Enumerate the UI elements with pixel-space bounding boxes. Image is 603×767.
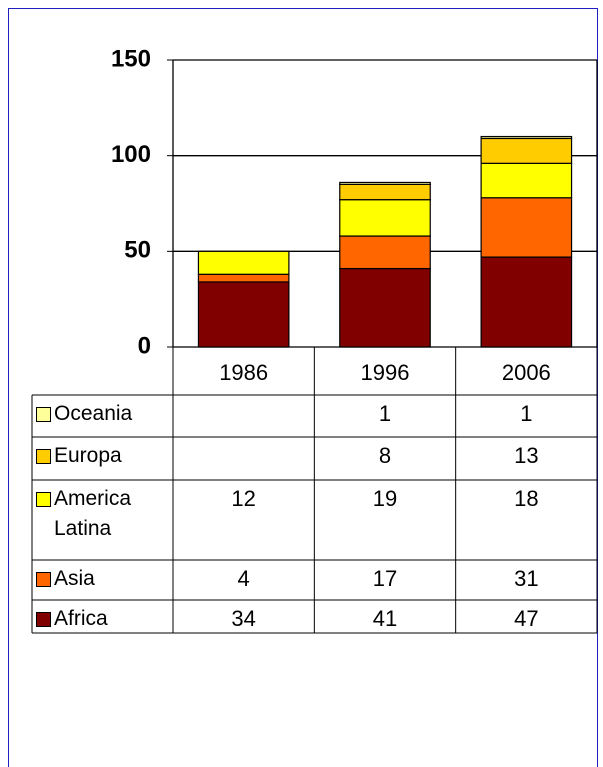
- bar-segment: [480, 135, 573, 140]
- legend-key: [36, 612, 51, 627]
- bar-segment: [197, 273, 290, 283]
- bar-segment: [339, 235, 431, 270]
- table-value: 4: [238, 566, 250, 591]
- table-value: 13: [514, 443, 538, 468]
- table-value: 18: [514, 486, 538, 511]
- bar-segment: [339, 199, 431, 237]
- table-value: 34: [231, 606, 255, 631]
- bar-segment: [480, 162, 573, 199]
- legend-entry: Oceania: [36, 399, 170, 429]
- table-value: 1: [379, 401, 391, 426]
- legend-entry: Africa: [36, 604, 170, 634]
- legend-label: Asia: [54, 567, 95, 590]
- bar-segment: [197, 281, 290, 348]
- table-value: 31: [514, 566, 538, 591]
- bar-segment: [197, 250, 290, 275]
- legend-label: America Latina: [54, 487, 132, 540]
- bar-segment: [480, 256, 573, 348]
- bar-segment: [339, 267, 431, 348]
- table-value: 8: [379, 443, 391, 468]
- y-tick-label: 150: [111, 45, 151, 72]
- y-tick-label: 50: [124, 237, 151, 264]
- table-value: 17: [373, 566, 397, 591]
- legend-entry: Europa: [36, 441, 170, 471]
- legend-label: Europa: [54, 444, 122, 467]
- bar-segment: [480, 197, 573, 258]
- table-value: 1: [520, 401, 532, 426]
- x-tick-label: 1996: [361, 360, 410, 385]
- table-value: 41: [373, 606, 397, 631]
- legend-entry: Asia: [36, 564, 170, 594]
- table-value: 47: [514, 606, 538, 631]
- bar-segment: [339, 181, 431, 185]
- legend-entry: America Latina: [36, 484, 170, 544]
- bar-segment: [339, 183, 431, 201]
- legend-label: Africa: [54, 607, 108, 630]
- legend-label: Oceania: [54, 402, 133, 425]
- legend-key: [36, 407, 51, 422]
- legend-key: [36, 449, 51, 464]
- legend-key: [36, 572, 51, 587]
- table-value: 12: [231, 486, 255, 511]
- y-tick-label: 0: [138, 332, 151, 359]
- table-value: 19: [373, 486, 397, 511]
- legend-key: [36, 492, 51, 507]
- y-tick-label: 100: [111, 141, 151, 168]
- bar-segment: [480, 137, 573, 164]
- x-tick-label: 2006: [502, 360, 551, 385]
- x-tick-label: 1986: [219, 360, 268, 385]
